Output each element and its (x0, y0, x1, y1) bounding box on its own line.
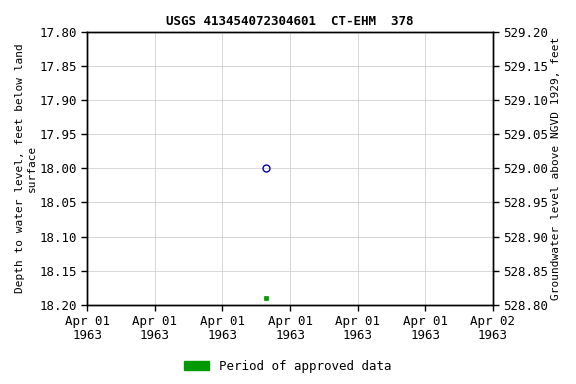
Title: USGS 413454072304601  CT-EHM  378: USGS 413454072304601 CT-EHM 378 (166, 15, 414, 28)
Legend: Period of approved data: Period of approved data (179, 355, 397, 378)
Y-axis label: Groundwater level above NGVD 1929, feet: Groundwater level above NGVD 1929, feet (551, 37, 561, 300)
Y-axis label: Depth to water level, feet below land
surface: Depth to water level, feet below land su… (15, 43, 37, 293)
